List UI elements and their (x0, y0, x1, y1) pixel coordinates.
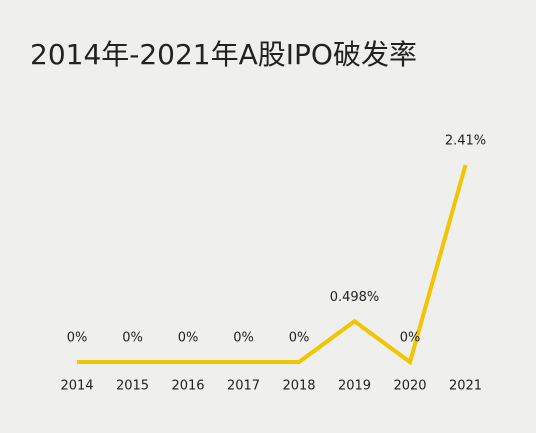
data-label: 0% (233, 331, 254, 346)
x-tick-label: 2021 (449, 379, 482, 394)
x-tick-label: 2018 (282, 379, 315, 394)
data-label: 0% (289, 331, 310, 346)
data-label: 0% (178, 331, 199, 346)
x-tick-label: 2019 (338, 379, 371, 394)
x-tick-label: 2014 (60, 379, 93, 394)
data-label: 0% (67, 331, 88, 346)
x-tick-label: 2017 (227, 379, 260, 394)
x-tick-label: 2016 (171, 379, 204, 394)
data-label: 2.41% (445, 134, 486, 149)
x-tick-label: 2015 (116, 379, 149, 394)
data-label: 0.498% (330, 290, 380, 305)
x-tick-label: 2020 (393, 379, 426, 394)
data-label: 0% (400, 331, 421, 346)
data-label: 0% (122, 331, 143, 346)
data-line (77, 164, 468, 366)
chart-title: 2014年-2021年A股IPO破发率 (30, 38, 417, 71)
